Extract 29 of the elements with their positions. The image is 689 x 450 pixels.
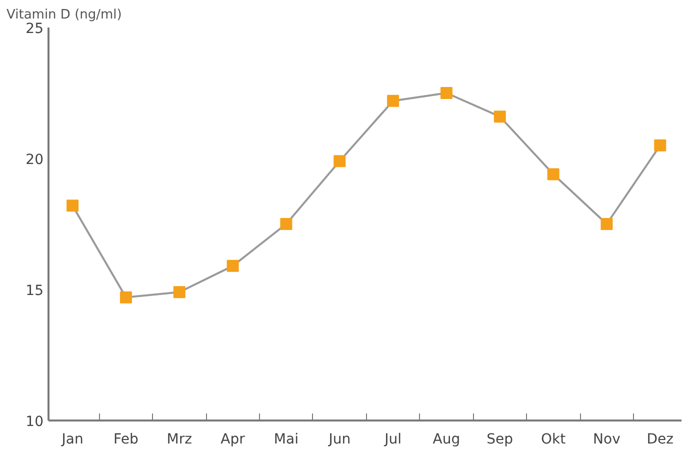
point bbox=[494, 110, 506, 123]
point bbox=[334, 155, 346, 168]
point bbox=[654, 139, 666, 152]
y-tick-label: 15 bbox=[26, 283, 44, 299]
x-tick-label: Nov bbox=[593, 432, 620, 448]
x-tick-label: Jul bbox=[384, 432, 402, 448]
point bbox=[280, 218, 292, 230]
point bbox=[387, 94, 400, 107]
x-tick-label: Feb bbox=[114, 432, 138, 448]
x-tick-label: Apr bbox=[220, 432, 246, 448]
x-tick-label: Mai bbox=[274, 432, 298, 448]
x-tick-label: Okt bbox=[540, 432, 566, 448]
x-tick-label: Jan bbox=[60, 432, 84, 448]
point bbox=[226, 260, 239, 272]
x-tick-label: Sep bbox=[486, 432, 514, 448]
x-tick-label: Mrz bbox=[166, 432, 192, 448]
x-tick-label: Jun bbox=[328, 432, 351, 448]
y-tick-label: 10 bbox=[26, 414, 44, 430]
point bbox=[440, 87, 452, 99]
point bbox=[547, 168, 560, 180]
y-tick-label: 25 bbox=[26, 21, 44, 37]
y-axis-title: Vitamin D (ng/ml) bbox=[6, 8, 122, 22]
point bbox=[66, 200, 79, 212]
x-tick-label: Aug bbox=[432, 432, 460, 448]
y-tick-label: 20 bbox=[26, 152, 44, 168]
x-tick-label: Dez bbox=[646, 432, 674, 448]
point bbox=[173, 286, 186, 298]
point bbox=[120, 291, 132, 304]
point bbox=[600, 218, 613, 230]
